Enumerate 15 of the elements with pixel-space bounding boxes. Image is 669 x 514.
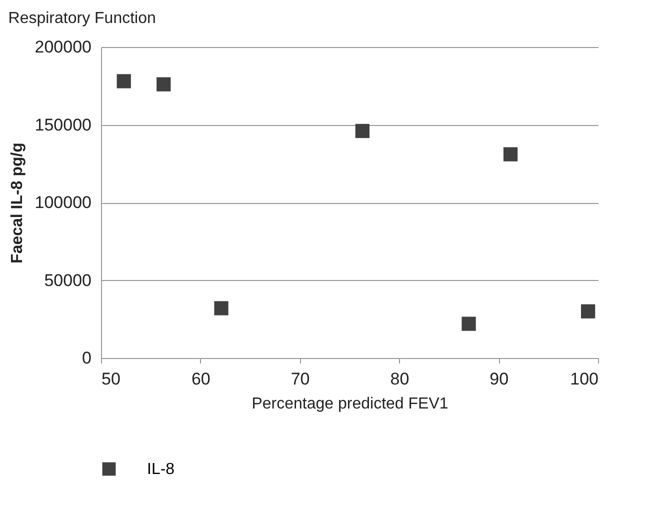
- x-tick-label: 90: [490, 370, 509, 388]
- y-tick-label: 100000: [34, 193, 92, 212]
- x-tick-label: 60: [191, 370, 210, 388]
- x-tick-label: 50: [102, 370, 120, 388]
- x-tick-label: 70: [290, 370, 310, 388]
- x-axis-title: Percentage predicted FEV1: [252, 396, 448, 412]
- y-tick-label: 200000: [34, 38, 92, 56]
- legend-label: IL-8: [147, 461, 175, 478]
- y-tick-label: 150000: [34, 115, 92, 134]
- x-tick-label: 100: [570, 370, 598, 388]
- y-tick-label: 0: [82, 348, 92, 368]
- chart-title: Respiratory Function: [8, 10, 156, 27]
- y-axis-title: Faecal IL-8 pg/g: [8, 142, 26, 264]
- y-tick-label: 50000: [44, 270, 92, 290]
- x-tick-label: 80: [390, 370, 410, 388]
